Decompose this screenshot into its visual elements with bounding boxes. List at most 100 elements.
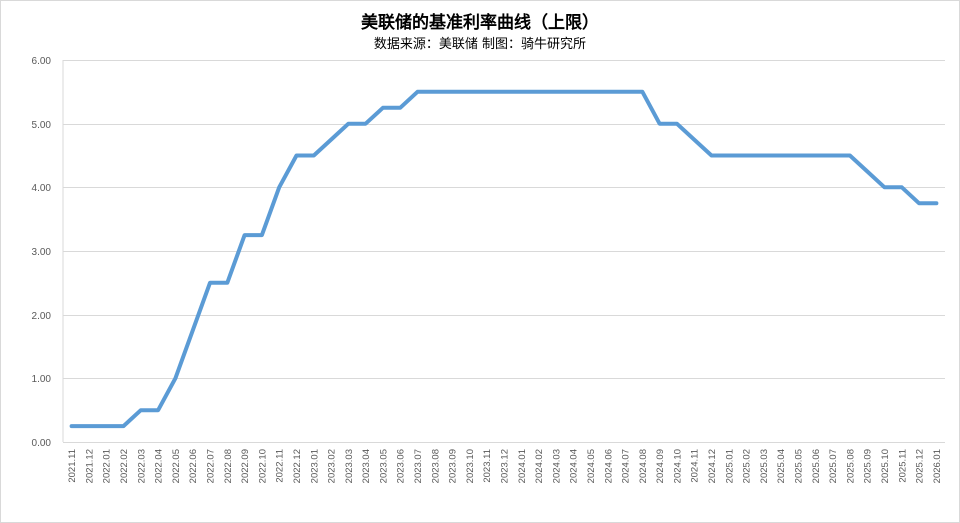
x-tick-label: 2022.06 [188,449,199,483]
data-point [692,138,696,142]
x-tick-label: 2024.07 [621,449,632,483]
data-point [658,122,662,126]
data-point [295,154,299,158]
x-tick-label: 2022.10 [257,449,268,483]
data-point [173,376,177,380]
x-tick-label: 2023.12 [500,449,511,483]
data-point [398,106,402,110]
data-point [675,122,679,126]
x-tick-label: 2024.09 [655,449,666,483]
x-tick-label: 2023.06 [396,449,407,483]
data-point [277,185,281,189]
data-point [139,408,143,412]
data-point [554,90,558,94]
data-point [467,90,471,94]
x-tick-label: 2022.03 [136,449,147,483]
x-tick-label: 2021.11 [67,449,78,483]
x-tick-label: 2025.04 [776,449,787,483]
x-tick-label: 2022.11 [275,449,286,483]
y-tick-label: 5.00 [32,120,52,131]
x-tick-label: 2023.04 [361,449,372,483]
series-line [69,89,939,429]
data-point [433,90,437,94]
x-tick-label: 2021.12 [84,449,95,483]
x-tick-label: 2023.08 [430,449,441,483]
data-point [381,106,385,110]
data-point [727,154,731,158]
data-point [537,90,541,94]
x-tick-label: 2022.12 [292,449,303,483]
data-point [848,154,852,158]
data-point [917,201,921,205]
x-tick-label: 2025.06 [811,449,822,483]
data-point [519,90,523,94]
data-point [744,154,748,158]
data-point [70,424,74,428]
x-tick-label: 2024.01 [517,449,528,483]
x-tick-label: 2024.08 [638,449,649,483]
data-point [606,90,610,94]
x-tick-label: 2022.01 [102,449,113,483]
data-point [312,154,316,158]
x-tick-label: 2024.02 [534,449,545,483]
data-point [122,424,126,428]
x-tick-label: 2025.09 [863,449,874,483]
data-point [346,122,350,126]
y-tick-label: 4.00 [32,183,52,194]
data-point [710,154,714,158]
data-point [813,154,817,158]
data-point [900,185,904,189]
x-tick-label: 2025.12 [915,449,926,483]
data-point [260,233,264,237]
y-tick-label: 6.00 [32,56,52,67]
data-point [225,281,229,285]
x-tick-label: 2025.05 [794,449,805,483]
x-tick-label: 2023.11 [482,449,493,483]
y-tick-label: 0.00 [32,438,52,449]
chart-subtitle: 数据来源：美联储 制图：骑牛研究所 [373,37,587,52]
data-point [865,169,869,173]
data-point [796,154,800,158]
x-tick-label: 2025.07 [828,449,839,483]
x-tick-label: 2026.01 [932,449,943,483]
x-tick-label: 2023.10 [465,449,476,483]
data-point [364,122,368,126]
data-point [191,329,195,333]
data-point [571,90,575,94]
x-tick-label: 2023.07 [413,449,424,483]
data-point [623,90,627,94]
y-tick-label: 2.00 [32,311,52,322]
x-tick-label: 2022.08 [223,449,234,483]
x-tick-label: 2025.10 [880,449,891,483]
chart-title: 美联储的基准利率曲线（上限） [361,13,599,33]
data-point [761,154,765,158]
series-rate [69,89,939,429]
data-point [87,424,91,428]
data-point [485,90,489,94]
x-tick-label: 2025.11 [897,449,908,483]
x-tick-label: 2025.01 [724,449,735,483]
x-tick-label: 2022.07 [206,449,217,483]
x-tick-label: 2024.04 [569,449,580,483]
x-tick-label: 2023.02 [327,449,338,483]
x-tick-label: 2023.01 [309,449,320,483]
x-tick-label: 2025.02 [742,449,753,483]
data-point [450,90,454,94]
data-point [502,90,506,94]
x-tick-label: 2025.03 [759,449,770,483]
data-point [589,90,593,94]
data-point [779,154,783,158]
data-point [934,201,938,205]
data-point [831,154,835,158]
data-point [208,281,212,285]
x-tick-label: 2024.03 [551,449,562,483]
x-tick-label: 2024.10 [672,449,683,483]
data-point [416,90,420,94]
x-tick-label: 2023.03 [344,449,355,483]
x-tick-label: 2024.11 [690,449,701,483]
y-tick-label: 3.00 [32,247,52,258]
gridlines [62,60,945,443]
data-point [243,233,247,237]
